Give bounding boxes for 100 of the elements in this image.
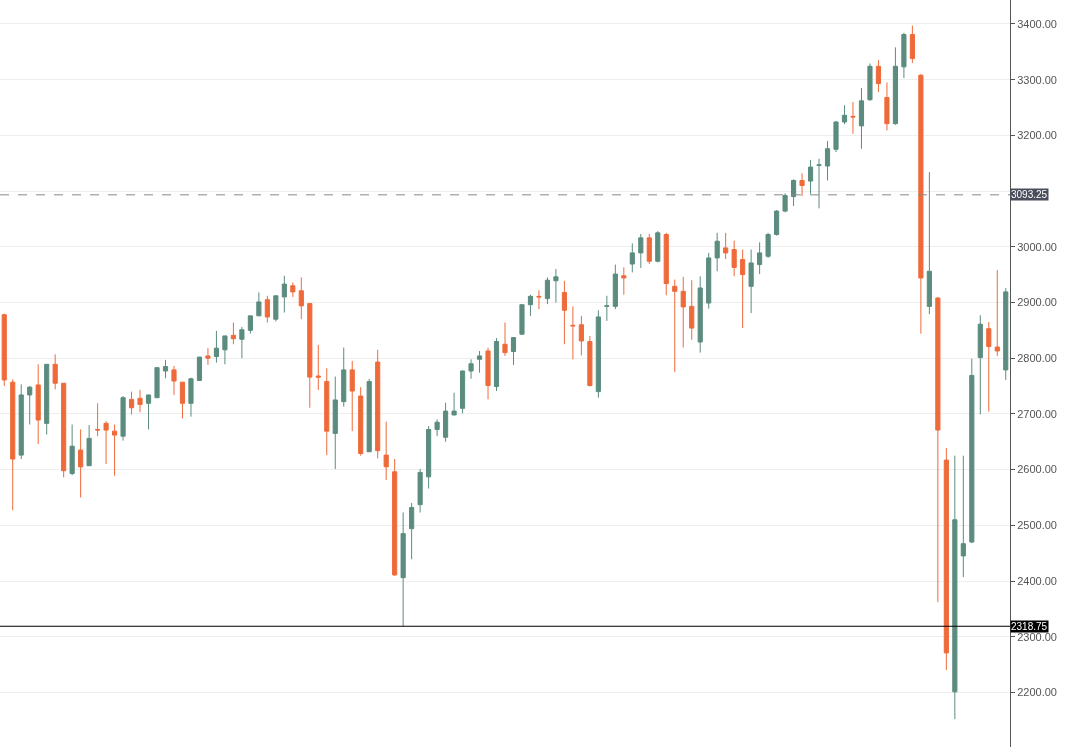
- candlestick: [638, 233, 644, 269]
- candlestick: [443, 402, 449, 443]
- candlestick: [264, 295, 270, 324]
- candlestick: [587, 335, 593, 388]
- candlestick: [281, 275, 287, 313]
- candlestick: [782, 192, 788, 213]
- candlestick: [986, 321, 992, 413]
- candlestick: [290, 281, 296, 298]
- candlestick: [409, 502, 415, 560]
- candlestick: [621, 266, 627, 296]
- candlestick: [935, 296, 941, 603]
- candlestick: [247, 315, 253, 335]
- y-tick-label: 2700.00: [1017, 407, 1057, 420]
- candlestick: [366, 378, 372, 453]
- candlestick: [519, 304, 525, 335]
- candlestick: [909, 25, 915, 64]
- candlestick: [154, 367, 160, 399]
- candlestick: [731, 240, 737, 277]
- candlestick: [128, 391, 135, 415]
- candlestick: [61, 382, 67, 478]
- candlestick: [434, 418, 440, 437]
- candlestick: [952, 455, 958, 720]
- candlestick: [757, 241, 763, 275]
- candlestick: [765, 232, 771, 259]
- candlestick: [400, 511, 406, 627]
- candlestick: [824, 140, 831, 181]
- candlestick: [213, 330, 220, 364]
- candlestick: [553, 268, 559, 303]
- candlestick: [468, 358, 474, 380]
- candlestick: [672, 279, 678, 373]
- candlestick: [536, 289, 542, 310]
- candlestick: [392, 458, 398, 577]
- candlestick: [239, 326, 245, 359]
- candlestick: [655, 230, 661, 263]
- candlestick: [502, 322, 508, 357]
- candlestick: [740, 249, 746, 329]
- y-tick-label: 2200.00: [1017, 686, 1057, 699]
- y-tick-label: 2900.00: [1017, 296, 1057, 309]
- candlestick: [171, 365, 177, 396]
- candlestick: [697, 275, 703, 354]
- candlestick: [78, 428, 84, 498]
- candlestick: [646, 233, 652, 265]
- candlestick: [35, 363, 41, 445]
- candlestick: [723, 232, 729, 260]
- candlestick: [901, 32, 907, 79]
- candlestick: [103, 420, 109, 465]
- candlestick: [595, 309, 601, 399]
- candlestick: [69, 423, 75, 476]
- candlestick: [426, 425, 432, 490]
- candlestick: [841, 104, 848, 125]
- candlestick: [977, 314, 983, 415]
- y-tick-label: 3300.00: [1017, 73, 1057, 86]
- candlestick: [137, 389, 143, 413]
- candlestick: [578, 315, 584, 356]
- candlestick: [714, 232, 720, 272]
- candlestick: [663, 232, 669, 296]
- candlestick: [86, 424, 92, 467]
- candlestick: [604, 295, 610, 322]
- candlestick: [850, 101, 856, 135]
- candlestick: [188, 377, 194, 418]
- candlestick: [222, 335, 228, 365]
- candlestick: [807, 159, 814, 195]
- y-tick-label: 2500.00: [1017, 519, 1057, 532]
- candlestick: [324, 367, 330, 456]
- candlestick: [680, 276, 686, 349]
- candlestick: [196, 356, 203, 381]
- y-tick-label: 3400.00: [1017, 17, 1057, 30]
- candlestick: [341, 347, 347, 408]
- candlestick: [884, 81, 890, 131]
- candlestick: [44, 363, 50, 435]
- candlestick: [417, 468, 423, 513]
- y-tick-label: 3000.00: [1017, 240, 1057, 253]
- candlestick: [332, 376, 338, 470]
- candlestick: [570, 305, 576, 360]
- candlestick: [960, 455, 966, 578]
- candlestick: [816, 158, 822, 209]
- candlestick: [10, 378, 16, 511]
- candlestick: [358, 386, 364, 457]
- candlestick: [544, 276, 551, 305]
- candlestick: [774, 209, 780, 237]
- candlestick: [994, 269, 1000, 357]
- candlestick: [689, 279, 695, 341]
- candlestick: [375, 349, 381, 459]
- candlestick: [943, 447, 949, 671]
- candlestick: [969, 358, 975, 544]
- ref-line-label: 3093.25: [1011, 189, 1048, 200]
- candlestick: [858, 87, 865, 150]
- y-tick-label: 3200.00: [1017, 129, 1057, 142]
- candlestick: [510, 337, 517, 366]
- y-tick-label: 2800.00: [1017, 352, 1057, 365]
- candlestick: [527, 294, 534, 317]
- candlestick: [790, 178, 797, 207]
- candlestick: [273, 295, 279, 322]
- candlestick: [867, 63, 873, 102]
- y-tick-label: 2300.00: [1017, 630, 1057, 643]
- candlestick: [892, 46, 898, 126]
- candlestick: [383, 421, 389, 481]
- candlestick: [112, 423, 118, 477]
- candlestick: [162, 359, 169, 379]
- candlestick: [179, 381, 186, 419]
